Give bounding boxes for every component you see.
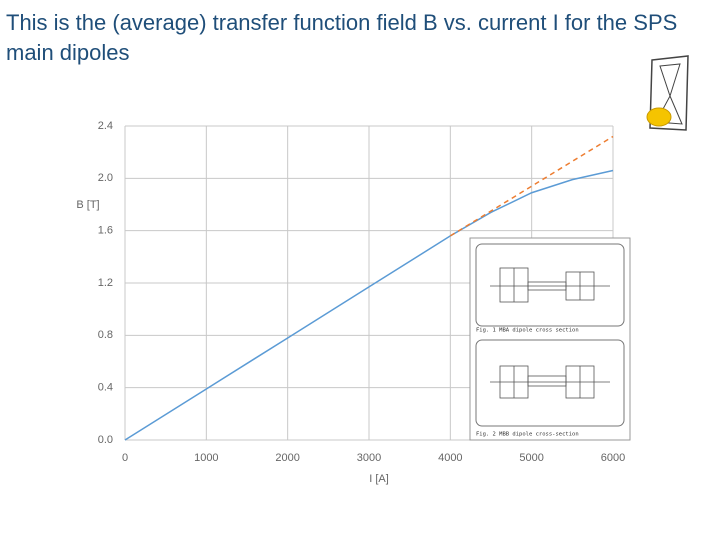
y-tick-label: 0.4 xyxy=(98,382,113,394)
x-tick-label: 3000 xyxy=(357,452,381,464)
drawing-frame xyxy=(475,339,625,427)
x-tick-label: 4000 xyxy=(438,452,462,464)
line-series xyxy=(449,135,614,237)
slide-title: This is the (average) transfer function … xyxy=(6,10,678,65)
x-tick-label: 5000 xyxy=(519,452,543,464)
y-tick-label: 1.2 xyxy=(98,277,113,289)
y-tick-label: 1.6 xyxy=(98,225,113,237)
y-tick-label: 2.4 xyxy=(98,120,113,132)
inset-caption: Fig. 2 MBB dipole cross-section xyxy=(476,432,579,438)
y-tick-label: 2.0 xyxy=(98,172,113,184)
x-axis-label: I [A] xyxy=(369,473,389,485)
drawing-mbb xyxy=(490,365,610,399)
x-tick-label: 0 xyxy=(122,452,128,464)
inset-caption: Fig. 1 MBA dipole cross section xyxy=(476,328,579,334)
y-axis-label: B [T] xyxy=(76,199,99,211)
x-tick-label: 6000 xyxy=(601,452,625,464)
y-tick-label: 0.0 xyxy=(98,434,113,446)
drawing-mba xyxy=(490,267,610,303)
x-tick-label: 1000 xyxy=(194,452,218,464)
y-tick-label: 0.8 xyxy=(98,329,113,341)
line-series xyxy=(124,169,614,441)
hourglass-icon xyxy=(646,55,689,131)
drawing-frame xyxy=(475,243,625,327)
inset-frame xyxy=(469,237,631,441)
x-tick-label: 2000 xyxy=(275,452,299,464)
